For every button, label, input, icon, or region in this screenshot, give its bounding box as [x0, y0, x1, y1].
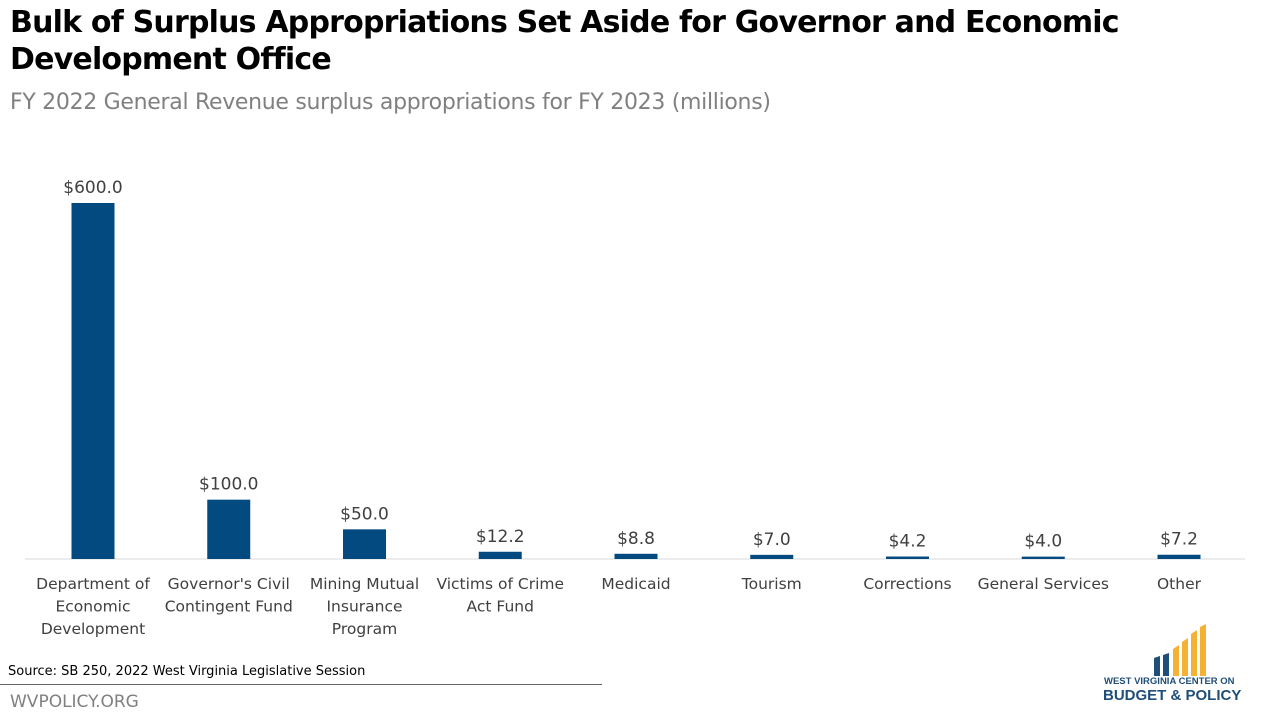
category-label: Development — [41, 620, 145, 638]
data-label: $50.0 — [340, 504, 389, 524]
bar — [1021, 556, 1065, 559]
bar — [71, 203, 115, 559]
category-label: Economic — [55, 598, 130, 616]
website-link[interactable]: WVPOLICY.ORG — [10, 692, 139, 712]
category-label: Contingent Fund — [165, 598, 293, 616]
data-label: $7.0 — [753, 530, 791, 550]
bar-chart: $600.0 Department of Economic Development $1… — [25, 178, 1245, 638]
category-label: General Services — [978, 575, 1109, 593]
chart-title: Bulk of Surplus Appropriations Set Aside… — [10, 5, 1120, 77]
bar — [207, 499, 251, 559]
category-label: Tourism — [741, 575, 802, 593]
source-note: Source: SB 250, 2022 West Virginia Legis… — [8, 664, 366, 679]
wvcbp-logo: WEST VIRGINIA CENTER ON BUDGET & POLICY — [1100, 624, 1260, 708]
chart-subtitle: FY 2022 General Revenue surplus appropri… — [10, 90, 771, 115]
data-label: $7.2 — [1160, 530, 1198, 550]
category-label: Program — [332, 620, 397, 638]
category-label: Department of — [36, 575, 150, 593]
footer-divider — [0, 684, 602, 685]
logo-bars-icon — [1154, 624, 1206, 676]
bar — [614, 553, 658, 559]
logo-text-line2: BUDGET & POLICY — [1103, 687, 1242, 704]
logo-text-line1: WEST VIRGINIA CENTER ON — [1104, 676, 1235, 687]
data-label: $4.0 — [1024, 532, 1062, 552]
data-label: $100.0 — [199, 475, 258, 495]
category-label: Mining Mutual — [310, 575, 419, 593]
data-label: $4.2 — [889, 532, 927, 552]
bar — [886, 556, 929, 559]
category-label: Medicaid — [601, 575, 670, 593]
category-label: Corrections — [863, 575, 951, 593]
bar — [750, 554, 794, 559]
category-label: Governor's Civil — [168, 575, 290, 593]
data-label: $600.0 — [63, 178, 122, 198]
category-label: Act Fund — [467, 598, 534, 616]
bar — [478, 551, 522, 559]
bar — [1157, 554, 1201, 559]
data-label: $12.2 — [476, 527, 525, 547]
category-label: Insurance — [326, 598, 402, 616]
category-label: Victims of Crime — [436, 575, 564, 593]
category-label: Other — [1157, 575, 1202, 593]
data-label: $8.8 — [617, 529, 655, 549]
bar — [343, 529, 386, 559]
